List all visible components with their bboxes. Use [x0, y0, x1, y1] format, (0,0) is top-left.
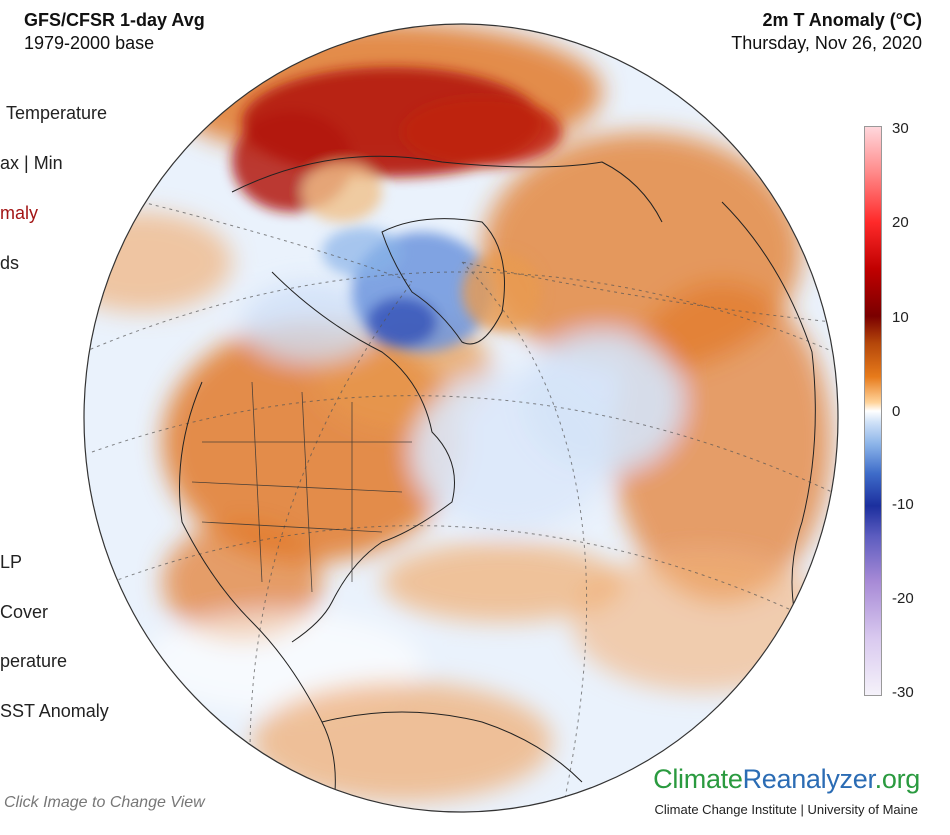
menu-item-temperature[interactable]: Temperature — [6, 103, 108, 123]
variable-title: 2m T Anomaly (°C) — [762, 10, 922, 30]
date-label: Thursday, Nov 26, 2020 — [731, 33, 922, 53]
north-america-east-coast — [271, 271, 455, 643]
south-america-outline — [321, 711, 583, 783]
north-america-west-coast — [179, 381, 336, 812]
base-period: 1979-2000 base — [24, 33, 155, 53]
cold-anomaly-greenland — [322, 227, 492, 352]
colorbar — [864, 126, 882, 696]
logo-part-reanalyzer: Reanalyzer — [742, 764, 875, 794]
click-hint: Click Image to Change View — [4, 794, 205, 811]
logo-part-org: .org — [874, 764, 921, 794]
warm-anomaly-siberia — [232, 67, 562, 332]
menu-item-cloud-cover[interactable]: Cover — [0, 602, 49, 622]
graticule — [84, 201, 835, 812]
menu-item-sst[interactable]: perature — [0, 651, 68, 671]
climate-reanalyzer-logo[interactable]: ClimateReanalyzer.org — [653, 764, 920, 795]
globe-map[interactable] — [82, 22, 840, 814]
colorbar-tick-20: 20 — [892, 214, 909, 231]
menu-item-winds[interactable]: ds — [0, 253, 20, 273]
state-borders — [191, 381, 412, 593]
menu-item-mslp[interactable]: LP — [0, 552, 23, 572]
greenland-outline — [381, 218, 505, 345]
colorbar-tick-minus30: -30 — [892, 684, 914, 701]
menu-item-anomaly[interactable]: maly — [0, 203, 39, 223]
globe-svg[interactable] — [82, 22, 840, 814]
logo-subtitle: Climate Change Institute | University of… — [654, 802, 919, 817]
globe-edge — [83, 23, 839, 813]
colorbar-tick-minus10: -10 — [892, 496, 914, 513]
colorbar-tick-10: 10 — [892, 309, 909, 326]
menu-item-sst-anomaly[interactable]: SST Anomaly — [0, 701, 109, 721]
menu-item-max-min[interactable]: ax | Min — [0, 153, 63, 173]
model-title: GFS/CFSR 1-day Avg — [24, 10, 205, 30]
colorbar-tick-minus20: -20 — [892, 590, 914, 607]
colorbar-tick-30: 30 — [892, 120, 909, 137]
coastlines — [179, 155, 816, 812]
logo-part-climate: Climate — [653, 764, 743, 794]
arctic-coast — [231, 155, 663, 223]
colorbar-tick-0: 0 — [892, 403, 901, 420]
europe-africa-coast — [721, 201, 816, 643]
